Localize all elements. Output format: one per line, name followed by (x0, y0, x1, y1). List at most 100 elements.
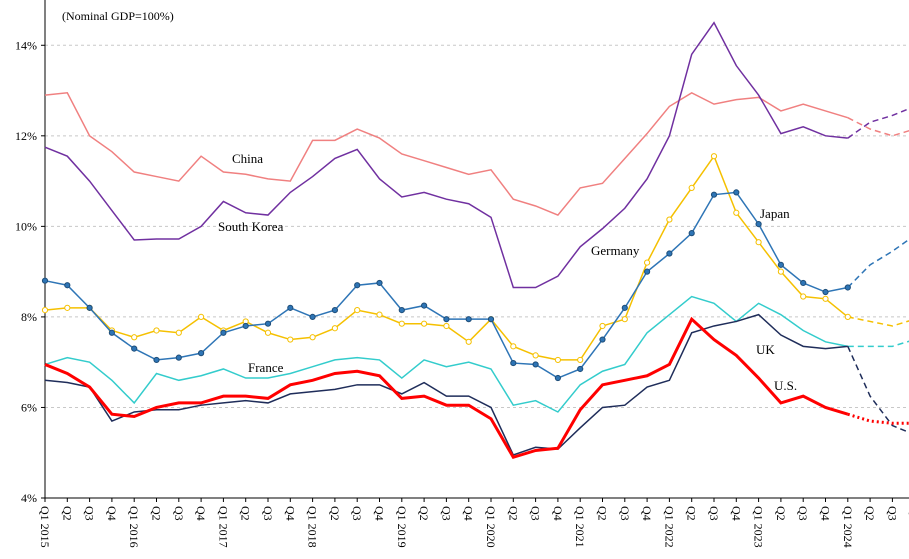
point (153, 356, 160, 364)
point (309, 334, 316, 341)
point (264, 320, 272, 327)
point (666, 250, 673, 257)
x-tick-label: Q2 (417, 506, 431, 521)
series-label: South Korea (218, 219, 284, 234)
point (844, 284, 851, 291)
x-tick-label: Q2 (150, 506, 164, 521)
x-tick-label: Q1 2021 (573, 506, 587, 548)
point (755, 221, 762, 228)
x-tick-label: Q4 (640, 506, 654, 521)
point (800, 293, 807, 300)
series-line (44, 154, 849, 361)
x-tick-label: Q1 2019 (395, 506, 409, 548)
x-tick-label: Q2 (506, 506, 520, 521)
x-tick-label: Q3 (885, 506, 899, 521)
point (733, 189, 740, 196)
x-tick-label: Q3 (439, 506, 453, 521)
x-tick-label: Q3 (529, 506, 543, 521)
point (398, 307, 405, 314)
point (153, 327, 160, 334)
y-tick-label: 14% (15, 38, 37, 52)
series-label: France (248, 360, 284, 375)
x-tick-label: Q4 (194, 506, 208, 521)
point (822, 288, 829, 296)
point (354, 307, 361, 314)
forecast-line (847, 107, 909, 139)
point (710, 153, 718, 160)
point (800, 279, 807, 287)
series-label: U.S. (774, 378, 797, 393)
series-line (44, 313, 848, 456)
series-label: Japan (760, 206, 790, 221)
x-tick-label: Q4 (462, 506, 476, 521)
point (844, 313, 851, 321)
point (599, 336, 606, 343)
point (198, 350, 205, 357)
x-tick-label: Q3 (618, 506, 632, 521)
x-tick-label: Q4 (551, 506, 565, 521)
point (131, 334, 138, 341)
point (733, 209, 740, 216)
point (175, 329, 182, 336)
point (644, 259, 651, 266)
x-tick-label: Q2 (60, 506, 74, 521)
point (443, 322, 450, 330)
x-tick-label: Q3 (83, 506, 97, 521)
x-tick-label: Q4 (729, 506, 743, 521)
point (220, 329, 227, 336)
point (421, 320, 428, 327)
y-tick-label: 10% (15, 219, 37, 233)
x-tick-label: Q4 (283, 506, 297, 521)
point (644, 268, 651, 275)
x-tick-label: Q4 (819, 506, 833, 521)
point (510, 359, 517, 367)
point (443, 316, 450, 323)
point (621, 316, 628, 323)
point (621, 304, 628, 311)
x-tick-label: Q2 (596, 506, 610, 521)
point (510, 343, 517, 350)
point (242, 322, 249, 330)
forecast-line (847, 238, 909, 289)
x-tick-label: Q1 2022 (662, 506, 676, 548)
point (755, 239, 762, 246)
point (777, 261, 785, 268)
point (331, 325, 338, 332)
point (465, 338, 472, 345)
x-tick-label: Q3 (707, 506, 721, 521)
series-label: Germany (591, 243, 640, 258)
point (175, 354, 182, 361)
point (108, 329, 116, 336)
x-tick-label: Q3 (796, 506, 810, 521)
point (376, 311, 383, 318)
point (354, 282, 361, 289)
point (287, 336, 294, 343)
y-tick-label: 6% (21, 400, 37, 414)
series-line (44, 21, 848, 289)
point (554, 374, 562, 382)
x-tick-label: Q1 2020 (484, 506, 498, 548)
point (131, 345, 138, 352)
point (41, 307, 49, 314)
y-tick-label: 12% (15, 129, 37, 143)
point (421, 302, 428, 309)
point (710, 191, 718, 198)
x-tick-label: Q2 (685, 506, 699, 521)
x-tick-label: Q2 (863, 506, 877, 521)
point (777, 268, 785, 275)
point (688, 230, 695, 237)
series-line (44, 295, 848, 413)
point (822, 295, 829, 302)
x-tick-label: Q3 (172, 506, 186, 521)
y-tick-label: 4% (21, 491, 37, 505)
point (64, 304, 71, 311)
forecast-line (847, 412, 909, 425)
point (465, 316, 472, 323)
x-tick-label: Q3 (261, 506, 275, 521)
x-tick-label: Q1 2023 (752, 506, 766, 548)
point (577, 356, 584, 364)
y-tick-label: 8% (21, 310, 37, 324)
x-tick-label: Q1 2016 (127, 506, 141, 548)
point (198, 313, 205, 321)
